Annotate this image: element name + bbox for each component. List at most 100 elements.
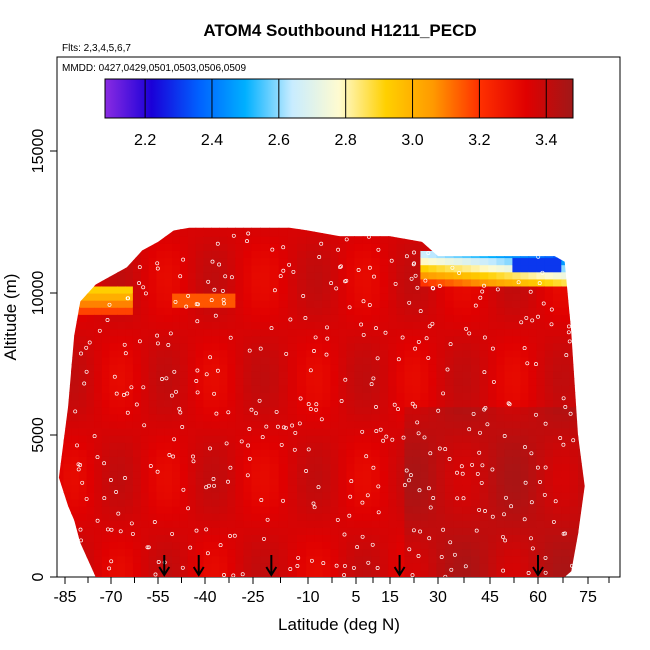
sample-point <box>142 423 147 428</box>
sample-point <box>208 355 213 360</box>
heat-cell <box>71 399 80 408</box>
heat-cell <box>172 427 181 436</box>
heat-cell <box>362 314 372 322</box>
sample-point <box>181 487 186 492</box>
heat-cell <box>227 264 236 273</box>
heat-cell <box>211 364 220 372</box>
heat-cell <box>544 285 554 294</box>
heat-cell <box>470 541 481 550</box>
heat-cell <box>156 285 165 294</box>
heat-cell <box>227 314 236 322</box>
heat-cell <box>561 562 571 571</box>
heat-cell <box>297 356 307 365</box>
heat-cell <box>388 321 397 330</box>
heat-cell <box>330 456 339 464</box>
heat-cell <box>211 435 220 443</box>
heat-cell <box>314 278 323 287</box>
heat-cell <box>462 527 472 535</box>
heat-cell <box>101 349 111 358</box>
sample-point <box>226 479 230 484</box>
heat-cell <box>243 506 252 514</box>
heat-cell <box>504 264 513 273</box>
heat-cell <box>260 548 271 557</box>
heat-cell <box>125 314 134 322</box>
heat-cell <box>412 420 421 429</box>
heat-cell <box>297 257 307 266</box>
heat-cell <box>330 285 339 294</box>
heat-cell <box>512 562 521 571</box>
sample-point <box>293 430 298 435</box>
heat-cell <box>420 449 429 457</box>
heat-cell <box>219 356 228 365</box>
heat-cell <box>553 356 562 365</box>
heat-cell <box>362 257 372 266</box>
heat-cell <box>227 229 236 237</box>
heat-cell <box>536 371 546 379</box>
heat-cell <box>227 470 236 479</box>
x-tick-label: 60 <box>529 589 547 606</box>
heat-cell <box>536 427 546 436</box>
heat-cell <box>569 513 579 521</box>
heat-cell <box>504 349 513 358</box>
heat-cell <box>140 257 150 266</box>
heat-cell <box>314 271 323 280</box>
heat-cell <box>470 413 481 422</box>
sample-point <box>455 496 460 501</box>
heat-cell <box>504 456 513 464</box>
heat-cell <box>536 257 546 266</box>
heat-cell <box>219 555 228 564</box>
heat-cell <box>164 328 173 337</box>
heat-cell <box>354 491 364 500</box>
heat-cell <box>148 399 157 408</box>
heat-cell <box>338 300 347 308</box>
sample-point <box>92 434 97 439</box>
heat-cell <box>553 513 562 521</box>
heat-cell <box>553 285 562 294</box>
heat-cell <box>156 385 165 393</box>
heat-cell <box>251 371 261 379</box>
heat-cell <box>227 257 236 266</box>
heat-cell <box>528 328 537 337</box>
heat-cell <box>322 413 331 422</box>
heat-cell <box>260 321 271 330</box>
heat-cell <box>371 342 381 351</box>
heat-cell <box>436 300 446 308</box>
sample-point <box>356 268 361 272</box>
heat-cell <box>86 541 95 550</box>
heat-cell <box>94 378 103 386</box>
sample-point <box>265 517 270 522</box>
heat-cell <box>148 449 157 457</box>
heat-cell <box>251 442 261 450</box>
heat-cell <box>561 491 571 500</box>
heat-cell <box>362 456 372 464</box>
heat-cell <box>444 378 455 386</box>
heat-cell <box>412 335 421 344</box>
heat-cell <box>125 385 134 393</box>
heat-cell <box>428 335 437 344</box>
heat-cell <box>156 399 165 408</box>
heat-cell <box>187 349 197 358</box>
heat-cell <box>346 378 355 386</box>
heat-cell <box>260 378 271 386</box>
sample-point <box>504 495 508 500</box>
heat-cell <box>125 569 134 577</box>
heat-cell <box>428 435 437 443</box>
sample-point <box>426 355 431 360</box>
heat-cell <box>260 243 271 251</box>
heat-cell <box>251 385 261 393</box>
heat-cell <box>132 257 142 266</box>
heat-cell <box>420 562 429 571</box>
heat-cell <box>156 250 165 259</box>
heat-cell <box>187 420 197 429</box>
heat-cell <box>322 356 331 365</box>
heat-cell <box>322 406 331 415</box>
heat-cell <box>235 250 244 259</box>
heat-cell <box>235 335 244 344</box>
heat-cell <box>520 328 529 337</box>
heat-cell <box>101 477 111 486</box>
heat-cell <box>479 534 489 543</box>
heat-cell <box>346 541 355 550</box>
sample-point <box>178 410 183 415</box>
sample-point <box>208 446 212 451</box>
